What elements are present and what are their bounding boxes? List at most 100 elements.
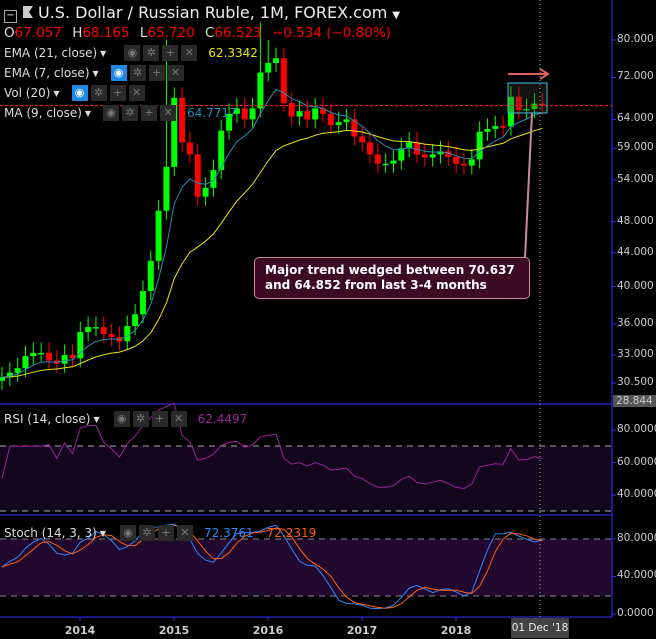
candle-body	[155, 210, 162, 261]
eye-icon[interactable]: ◉	[110, 65, 127, 81]
price-axis-label: 30.500	[617, 376, 654, 389]
price-axis-label: 72.000	[617, 70, 654, 83]
gear-icon[interactable]: ✲	[90, 85, 107, 101]
close-icon[interactable]: ✕	[167, 65, 184, 81]
candle-body	[77, 332, 84, 359]
gear-icon[interactable]: ✲	[122, 105, 139, 121]
plus-icon[interactable]: +	[148, 65, 165, 81]
candle-body	[241, 108, 248, 120]
candle-body	[288, 103, 295, 117]
plus-icon[interactable]: +	[162, 45, 179, 61]
rsi-axis-label: 40.0000	[617, 488, 656, 500]
plus-icon[interactable]: +	[141, 105, 158, 121]
legend-ema21[interactable]: EMA (21, close) ▼ ◉ ✲ + ✕ 62.3342	[4, 45, 258, 61]
candle-body	[523, 108, 530, 111]
price-axis-label: 48.000	[617, 214, 654, 227]
time-axis-label: 2015	[158, 624, 190, 637]
candle-body	[6, 372, 13, 378]
candle-body	[382, 163, 389, 166]
close-icon[interactable]: ✕	[160, 105, 177, 121]
close-icon[interactable]: ✕	[170, 411, 187, 427]
candle-body	[343, 119, 350, 123]
gear-icon[interactable]: ✲	[129, 65, 146, 81]
candle-body	[367, 142, 374, 155]
candle-body	[265, 62, 272, 73]
stoch-d-line	[1, 524, 543, 609]
candle-body	[30, 352, 37, 357]
annotation-callout[interactable]: Major trend wedged between 70.637 and 64…	[254, 257, 530, 299]
time-axis-label: 2016	[252, 624, 284, 637]
candle-body	[194, 154, 201, 197]
candle-body	[507, 96, 514, 127]
gear-icon[interactable]: ✲	[143, 45, 160, 61]
plus-icon[interactable]: +	[158, 525, 174, 541]
candle-body	[61, 355, 68, 364]
candle-body	[539, 103, 546, 106]
stoch-axis-label: 0.0000	[617, 607, 654, 619]
time-axis-label: 2014	[64, 624, 96, 637]
plus-icon[interactable]: +	[109, 85, 126, 101]
symbol-title[interactable]: − U.S. Dollar / Russian Ruble, 1M, FOREX.…	[4, 3, 400, 23]
candle-body	[398, 148, 405, 161]
plus-icon[interactable]: +	[151, 411, 168, 427]
callout-pointer	[524, 112, 533, 259]
close-icon[interactable]: ✕	[181, 45, 198, 61]
eye-icon[interactable]: ◉	[124, 45, 141, 61]
collapse-icon[interactable]: −	[4, 10, 17, 23]
candle-body	[320, 108, 327, 114]
candle-body	[296, 111, 303, 117]
candle-body	[468, 159, 475, 166]
time-axis-label: 2018	[440, 624, 472, 637]
eye-icon[interactable]: ◉	[120, 525, 136, 541]
candle-body	[14, 368, 21, 373]
candle-body	[351, 119, 358, 137]
legend-vol[interactable]: Vol (20) ▼ ◉ ✲ + ✕	[4, 85, 145, 101]
candle-body	[210, 170, 217, 188]
candle-body	[202, 187, 209, 197]
candle-body	[0, 377, 5, 381]
candle-body	[492, 126, 499, 129]
price-axis-label: 36.000	[617, 317, 654, 330]
flag-icon	[23, 6, 33, 18]
candle-body	[359, 136, 366, 143]
candle-body	[484, 128, 491, 132]
rsi-axis-label: 80.0000	[617, 423, 656, 435]
legend-stoch[interactable]: Stoch (14, 3, 3) ▼ ◉ ✲ + ✕ 72.3761 72.2319	[4, 525, 317, 541]
legend-ema7[interactable]: EMA (7, close) ▼ ◉ ✲ + ✕	[4, 65, 184, 81]
gear-icon[interactable]: ✲	[132, 411, 149, 427]
rsi-band	[0, 446, 612, 511]
chevron-down-icon[interactable]: ▼	[392, 10, 401, 21]
candle-body	[22, 356, 29, 369]
stoch-band	[0, 539, 612, 596]
price-axis-label: 64.000	[617, 112, 654, 125]
ema7-line	[1, 88, 543, 378]
candle-body	[335, 122, 342, 125]
eye-icon[interactable]: ◉	[71, 85, 88, 101]
candle-body	[186, 142, 193, 155]
price-axis-label: 54.000	[617, 172, 654, 185]
candle-body	[500, 126, 507, 128]
candle-body	[147, 260, 154, 292]
ema21-line	[1, 127, 543, 378]
price-axis-label: 33.000	[617, 348, 654, 361]
eye-icon[interactable]: ◉	[113, 411, 130, 427]
close-icon[interactable]: ✕	[128, 85, 145, 101]
rsi-line	[1, 402, 543, 490]
legend-rsi[interactable]: RSI (14, close) ▼ ◉ ✲ + ✕ 62.4497	[4, 411, 248, 427]
candle-body	[445, 151, 452, 157]
candle-body	[38, 352, 45, 355]
candle-body	[139, 291, 146, 315]
candle-body	[85, 327, 92, 333]
candle-body	[460, 163, 467, 166]
candle-body	[531, 103, 538, 109]
candle-body	[163, 166, 170, 211]
gear-icon[interactable]: ✲	[139, 525, 155, 541]
close-icon[interactable]: ✕	[177, 525, 193, 541]
candle-body	[421, 154, 428, 158]
eye-icon[interactable]: ◉	[103, 105, 120, 121]
price-axis-label: 40.000	[617, 279, 654, 292]
candle-body	[108, 334, 115, 338]
price-axis-label: 80.000	[617, 32, 654, 45]
legend-ma9[interactable]: MA (9, close) ▼ ◉ ✲ + ✕ 64.7717	[4, 105, 237, 121]
